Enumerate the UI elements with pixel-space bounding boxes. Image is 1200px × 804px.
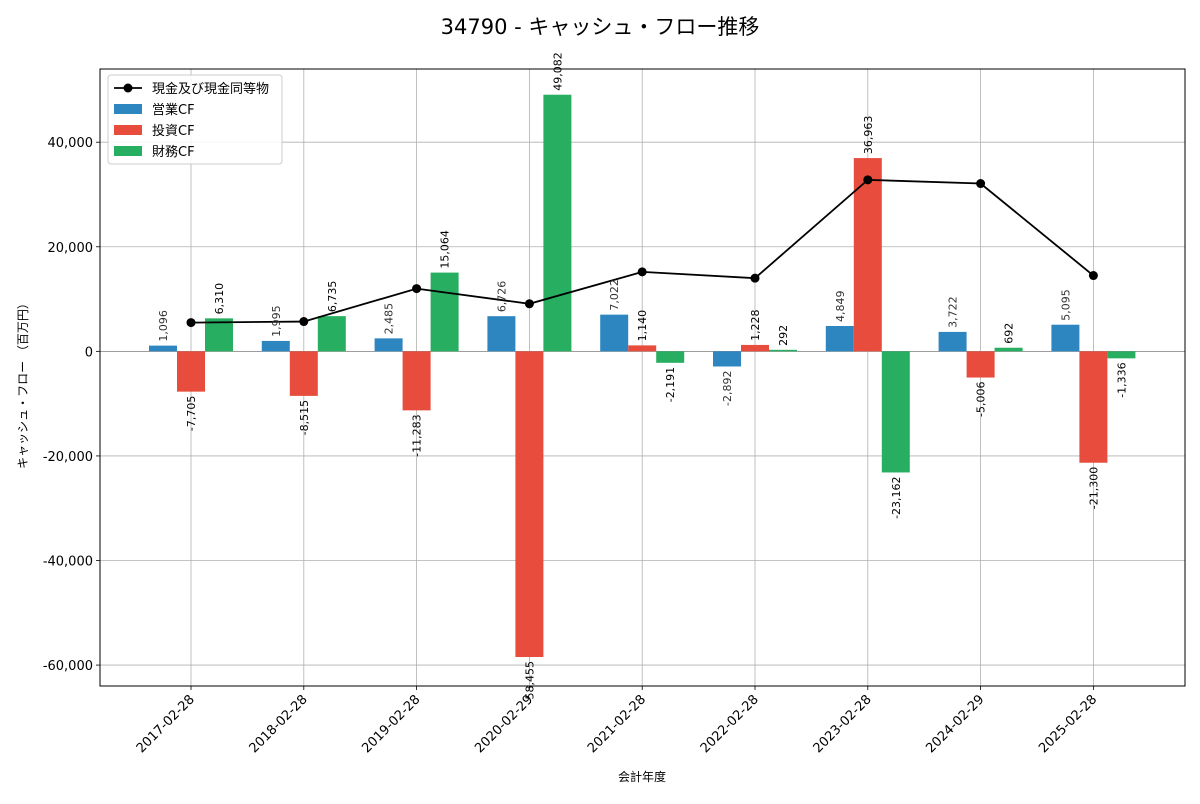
legend-bar-swatch (114, 125, 142, 135)
bar (938, 331, 967, 352)
x-tick-label: 2020-02-29 (472, 692, 536, 756)
chart-title: 34790 - キャッシュ・フロー推移 (441, 15, 760, 39)
legend-label: 営業CF (152, 102, 195, 118)
legend-box (107, 74, 283, 165)
y-tick-label: -60,000 (43, 659, 93, 674)
y-tick-label: 40,000 (48, 136, 94, 151)
bar (177, 351, 205, 392)
y-axis-label: キャッシュ・フロー （百万円） (16, 297, 30, 469)
bar (825, 326, 854, 352)
cash-point (412, 284, 422, 294)
bar (515, 351, 544, 658)
legend-marker (123, 83, 133, 93)
bar-data-label: 4,849 (834, 291, 847, 323)
bar-data-label: 6,726 (495, 281, 508, 313)
bar (1051, 324, 1080, 352)
x-tick-label: 2021-02-28 (585, 692, 649, 756)
bar (994, 347, 1023, 352)
bar (600, 314, 629, 352)
bar-data-label: 6,735 (326, 281, 339, 313)
y-tick-label: 20,000 (48, 241, 94, 256)
bar (289, 351, 318, 396)
cash-point (976, 179, 986, 189)
bar (741, 344, 769, 352)
line-layer (186, 175, 1098, 328)
plot-frame (99, 68, 1186, 687)
bar (881, 351, 910, 473)
cash-point (1088, 271, 1098, 281)
bar-data-label: 3,722 (947, 296, 960, 328)
bar-data-label: 692 (1003, 323, 1016, 344)
bar-data-label: 15,064 (439, 230, 452, 269)
x-axis-label: 会計年度 (618, 769, 666, 784)
labels-layer: 1,096 1,995 2,485 6,726 7,022 -2,892 4,849 3,72… (157, 52, 1128, 703)
x-tick-label: 2019-02-28 (359, 692, 423, 756)
legend-label: 投資CF (152, 123, 195, 139)
y-tick-label: -20,000 (43, 450, 93, 465)
bar-data-label: -11,283 (411, 414, 424, 456)
bar-data-label: -2,191 (664, 367, 677, 402)
bar (487, 316, 516, 352)
bars-layer (149, 94, 1136, 658)
bar-data-label: 49,082 (551, 52, 564, 91)
bar (543, 94, 572, 352)
bar (1107, 351, 1136, 359)
bar-data-label: 5,095 (1059, 289, 1072, 321)
bar-data-label: 36,963 (862, 116, 875, 155)
bar (713, 351, 741, 367)
bar (374, 338, 403, 352)
bar (966, 351, 995, 378)
cash-point (750, 273, 760, 283)
axes-layer: -60,000 -40,000 -20,000 0 20,000 40,000 2017-0… (43, 68, 1186, 756)
bar (430, 272, 459, 352)
bar-data-label: -7,705 (185, 396, 198, 431)
x-tick-label: 2022-02-28 (698, 692, 762, 756)
bar-data-label: 1,228 (749, 309, 762, 341)
bar-data-label: -8,515 (298, 400, 311, 435)
bar-data-label: 292 (777, 325, 790, 346)
x-tick-label: 2023-02-28 (811, 692, 875, 756)
bar (1079, 351, 1108, 463)
cash-point (637, 267, 647, 277)
cash-point (524, 299, 534, 309)
bar (402, 351, 431, 411)
x-tick-label: 2017-02-28 (134, 692, 198, 756)
bar-data-label: -1,336 (1115, 362, 1128, 397)
bar-data-label: -23,162 (890, 476, 903, 518)
bar-data-label: -21,300 (1087, 467, 1100, 509)
legend-bar-swatch (114, 104, 142, 114)
bar-data-label: -58,455 (523, 661, 536, 703)
cash-point (863, 175, 873, 185)
y-tick-label: -40,000 (43, 555, 93, 570)
bar (656, 351, 685, 363)
x-tick-label: 2024-02-29 (923, 692, 987, 756)
bar (853, 158, 882, 352)
bar-data-label: -2,892 (721, 370, 734, 405)
bar (769, 349, 797, 352)
x-tick-label: 2018-02-28 (247, 692, 311, 756)
bar (261, 340, 290, 352)
bar (149, 345, 177, 352)
bar (317, 316, 346, 352)
legend-label: 財務CF (152, 145, 195, 160)
bar-data-label: 1,140 (636, 310, 649, 342)
bar-data-label: -5,006 (975, 382, 988, 417)
legend-label: 現金及び現金同等物 (152, 81, 269, 97)
bar-data-label: 7,022 (608, 279, 621, 311)
bar-data-label: 1,096 (157, 310, 170, 342)
cash-point (186, 318, 196, 328)
cash-point (299, 317, 309, 327)
x-tick-label: 2025-02-28 (1036, 692, 1100, 756)
bar (205, 318, 233, 352)
bar-data-label: 2,485 (383, 303, 396, 335)
y-tick-label: 0 (85, 345, 93, 360)
bar-data-label: 6,310 (213, 283, 226, 315)
bar-data-label: 1,995 (270, 305, 283, 337)
legend-bar-swatch (114, 146, 142, 156)
bar (628, 345, 657, 352)
